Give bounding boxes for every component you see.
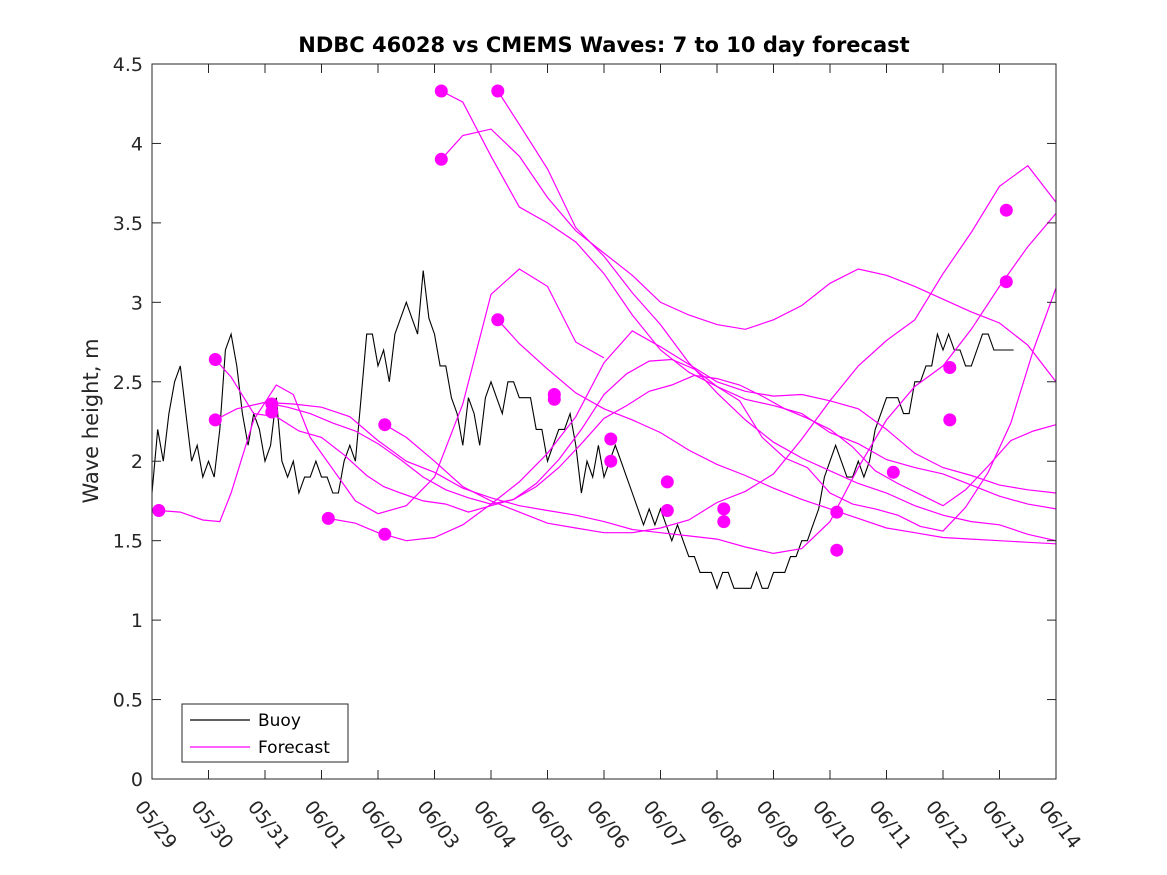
y-tick-label: 1.5 <box>113 531 143 553</box>
forecast-start-point-5 <box>265 405 279 419</box>
forecast-line-10 <box>497 319 1057 545</box>
y-tick-label: 3 <box>131 292 143 314</box>
y-tick-label: 1 <box>131 610 143 632</box>
forecast-start-point-21 <box>830 505 844 519</box>
forecast-start-point-1 <box>152 504 166 517</box>
forecast-line-7 <box>441 90 1057 510</box>
chart-title: NDBC 46028 vs CMEMS Waves: 7 to 10 day f… <box>298 33 909 57</box>
forecast-start-point-15 <box>604 432 618 446</box>
forecast-line-4 <box>271 374 1057 507</box>
forecast-start-point-2 <box>208 353 222 366</box>
forecast-start-point-16 <box>604 454 618 468</box>
forecast-start-point-19 <box>717 502 731 516</box>
y-tick-label: 2.5 <box>113 372 143 394</box>
legend: Buoy Forecast <box>181 703 349 763</box>
forecast-line-6 <box>384 164 1057 534</box>
plot-background <box>152 64 1056 779</box>
forecast-start-point-23 <box>886 465 900 479</box>
forecast-start-point-22 <box>830 543 844 557</box>
y-tick-label: 4 <box>131 133 143 155</box>
y-tick-label: 0.5 <box>113 690 143 712</box>
forecast-start-point-26 <box>999 203 1013 217</box>
forecast-start-point-9 <box>434 84 448 98</box>
forecast-start-point-12 <box>491 313 505 327</box>
forecast-start-point-20 <box>717 515 731 529</box>
legend-box <box>181 703 349 763</box>
forecast-line-5 <box>328 330 1057 542</box>
y-tick-label: 2 <box>131 451 143 473</box>
y-axis-label: Wave height, m <box>79 338 103 503</box>
forecast-start-point-6 <box>321 511 335 525</box>
forecast-start-point-7 <box>378 418 392 432</box>
forecast-start-point-27 <box>999 275 1013 289</box>
forecast-line-3 <box>215 213 1057 555</box>
buoy-series-line <box>151 270 1014 590</box>
forecast-line-8 <box>440 128 1057 383</box>
forecast-start-point-24 <box>943 361 957 374</box>
forecast-start-point-10 <box>434 152 448 166</box>
forecast-start-point-14 <box>547 392 561 406</box>
forecast-line-1 <box>158 268 605 523</box>
forecast-start-point-3 <box>208 413 222 427</box>
forecast-start-point-25 <box>943 413 957 427</box>
legend-buoy-label: Buoy <box>258 711 301 731</box>
forecast-start-point-11 <box>491 84 505 98</box>
legend-forecast-label: Forecast <box>258 738 330 758</box>
forecast-start-point-18 <box>660 504 674 517</box>
forecast-line-9 <box>497 90 1057 542</box>
forecast-line-2 <box>214 287 1057 532</box>
forecast-start-point-8 <box>378 527 392 541</box>
forecast-start-point-17 <box>660 475 674 489</box>
y-tick-label: 0 <box>131 769 143 791</box>
y-tick-label: 3.5 <box>113 213 143 235</box>
y-tick-label: 4.5 <box>113 54 143 76</box>
